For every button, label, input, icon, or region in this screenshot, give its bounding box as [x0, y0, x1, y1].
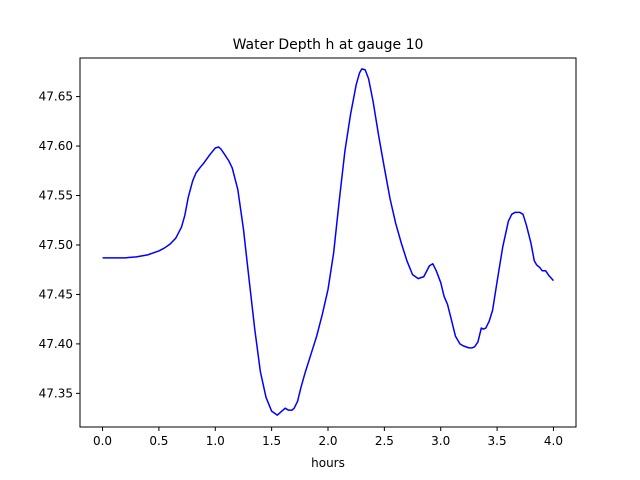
x-tick-label: 3.0: [431, 434, 450, 448]
x-tick-label: 0.5: [149, 434, 168, 448]
y-tick-label: 47.55: [39, 189, 73, 203]
chart-title: Water Depth h at gauge 10: [233, 37, 424, 53]
x-tick-label: 2.5: [375, 434, 394, 448]
x-axis-ticks: 0.0 0.5 1.0 1.5 2.0 2.5 3.0 3.5 4.0: [93, 427, 563, 448]
y-tick-label: 47.35: [39, 386, 73, 400]
x-axis-label: hours: [311, 456, 345, 470]
y-tick-label: 47.50: [39, 238, 73, 252]
series-line: [102, 68, 555, 416]
y-tick-label: 47.60: [39, 139, 73, 153]
y-axis-ticks: 47.35 47.40 47.45 47.50 47.55 47.60 47.65: [39, 90, 80, 400]
x-tick-label: 3.5: [488, 434, 507, 448]
x-tick-label: 0.0: [93, 434, 112, 448]
x-tick-label: 1.5: [262, 434, 281, 448]
y-tick-label: 47.40: [39, 337, 73, 351]
x-tick-label: 4.0: [544, 434, 563, 448]
x-tick-label: 2.0: [318, 434, 337, 448]
y-tick-label: 47.65: [39, 90, 73, 104]
y-tick-label: 47.45: [39, 287, 73, 301]
x-tick-label: 1.0: [206, 434, 225, 448]
